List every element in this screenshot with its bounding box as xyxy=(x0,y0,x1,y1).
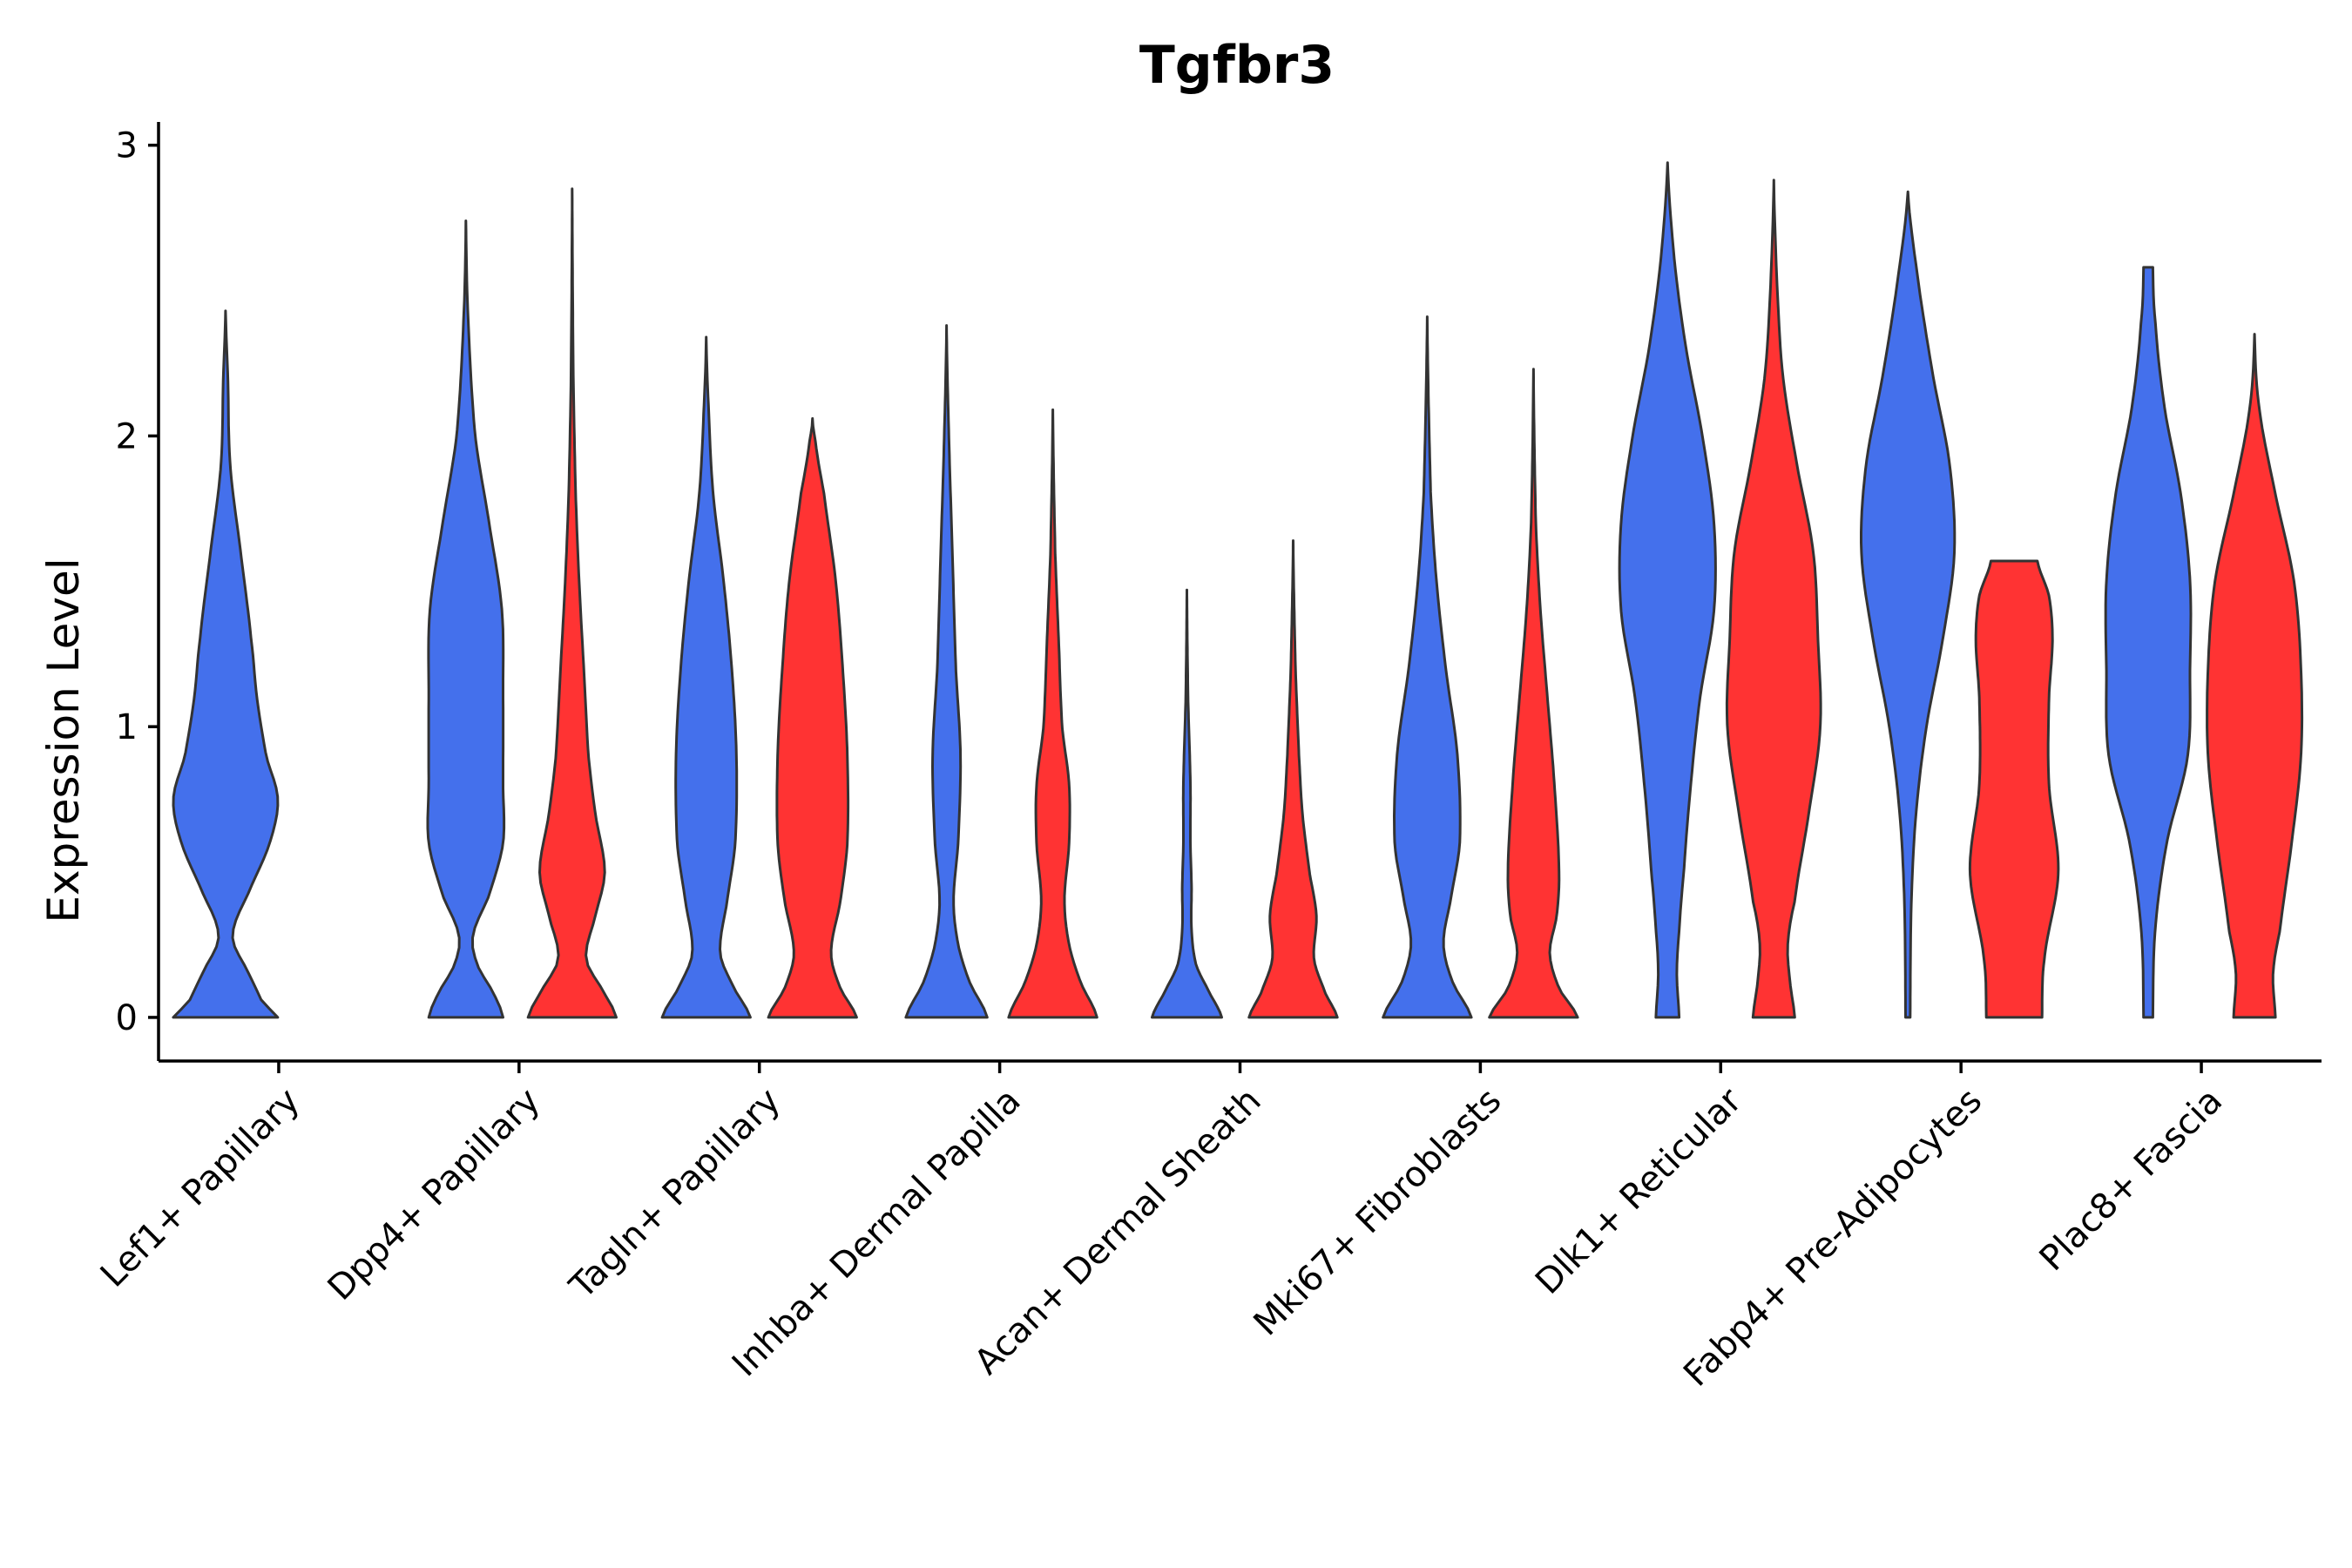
violin-group_a xyxy=(1151,588,1223,1019)
violin-group_b xyxy=(526,187,618,1019)
x-tick-label: Lef1+ Papillary xyxy=(93,1081,308,1295)
violin-group_a xyxy=(1860,190,1957,1019)
chart-title: Tgfbr3 xyxy=(1139,35,1335,96)
violin-group_b xyxy=(1007,408,1098,1019)
x-tick-label: Mki67+ Fibroblasts xyxy=(1247,1081,1510,1344)
x-categories-layer: Lef1+ Papillary Dpp4+ Papillary Tagln+ Pap… xyxy=(93,1061,2230,1395)
violin-group_b xyxy=(767,416,858,1019)
violin-group_b xyxy=(1488,368,1579,1019)
x-tick-label: Acan+ Dermal Sheath xyxy=(967,1081,1269,1383)
y-tick-label: 1 xyxy=(116,707,138,747)
y-axis-label: Expression Level xyxy=(38,558,89,923)
y-tick-label: 0 xyxy=(116,998,138,1038)
violin-group_a xyxy=(172,309,280,1019)
violin-group_a xyxy=(904,324,989,1019)
violin-group_a xyxy=(1618,161,1717,1019)
x-tick-label: Tagln+ Papillary xyxy=(562,1081,788,1308)
violin-group_a xyxy=(426,220,506,1019)
violin-group_b xyxy=(1247,539,1339,1019)
violin-group_a xyxy=(660,335,752,1019)
y-tick-label: 2 xyxy=(116,416,138,456)
violins-layer xyxy=(172,161,2304,1019)
x-tick-label: Dlk1+ Reticular xyxy=(1528,1080,1750,1302)
y-ticks-layer: 0 1 2 3 xyxy=(116,126,159,1038)
violin-group_b xyxy=(2206,333,2304,1019)
violin-group_b xyxy=(1725,179,1822,1019)
x-tick-label: Dpp4+ Papillary xyxy=(321,1081,548,1308)
violin-group_b xyxy=(1968,559,2060,1019)
violin-group_a xyxy=(2104,266,2193,1019)
x-tick-label: Plac8+ Fascia xyxy=(2032,1081,2231,1280)
violin-group_a xyxy=(1382,315,1473,1019)
y-tick-label: 3 xyxy=(116,126,138,166)
